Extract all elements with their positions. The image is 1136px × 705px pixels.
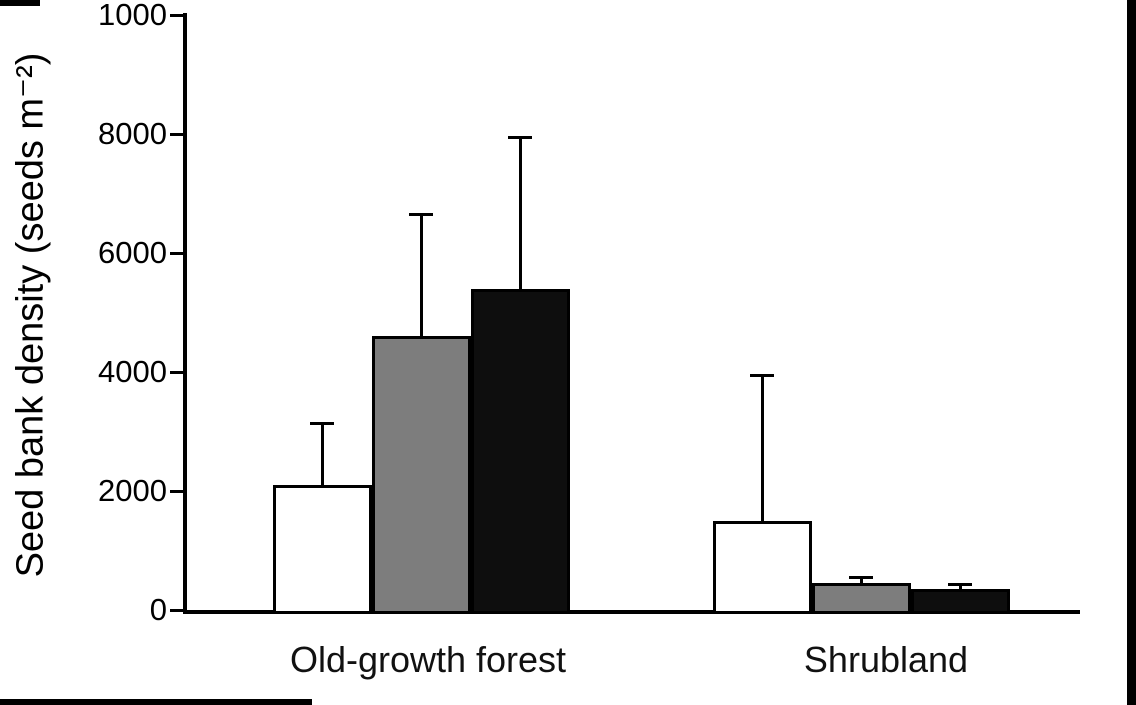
error-bar-cap [849,576,873,580]
error-bar-cap [310,421,334,425]
bar-gray-bar-shrubland [811,583,911,614]
y-axis-tick [170,371,183,374]
scan-artifact-top-left [0,0,40,6]
y-axis-tick-label: 2000 [98,473,167,508]
bar-white-bar-shrubland [712,520,812,614]
y-axis-tick [170,252,183,255]
scan-artifact-bottom-edge [0,699,312,705]
x-category-label-old-growth-forest: Old-growth forest [289,639,567,680]
scan-artifact-right-edge [1127,0,1136,705]
error-bar-whisker [958,584,962,590]
x-category-label-shrubland: Shrubland [803,639,969,680]
error-bar-whisker [419,214,423,337]
y-axis-tick-label: 1000 [98,0,167,32]
y-axis-tick [170,490,183,493]
y-axis-tick-label: 8000 [98,116,167,151]
bar-white-bar-old-growth-forest [272,485,372,614]
bar-gray-bar-old-growth-forest [371,336,471,614]
error-bar-whisker [518,136,522,289]
error-bar-cap [409,213,433,217]
error-bar-cap [750,373,774,377]
error-bar-cap [508,135,532,139]
y-axis-tick-label: 4000 [98,354,167,389]
y-axis-tick [170,14,183,17]
y-axis-tick-label: 6000 [98,235,167,270]
y-axis-tick-label: 0 [149,592,167,627]
y-axis-tick [170,609,183,612]
y-axis-line [183,13,187,614]
error-bar-whisker [320,422,324,486]
x-axis-line [183,610,1080,614]
error-bar-cap [948,583,972,587]
bar-black-bar-shrubland [910,589,1010,614]
error-bar-whisker [760,374,764,521]
bar-black-bar-old-growth-forest [470,288,570,614]
y-axis-tick [170,133,183,136]
error-bar-whisker [859,577,863,584]
